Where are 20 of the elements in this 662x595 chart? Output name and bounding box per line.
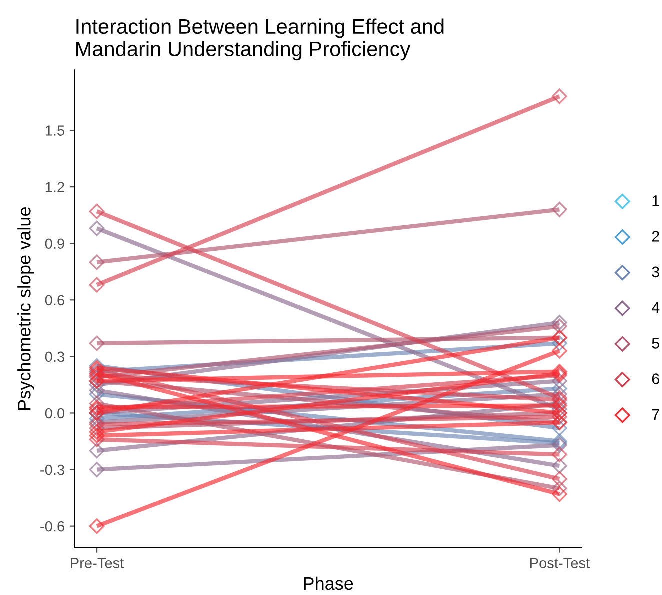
- legend-label: 2: [652, 231, 660, 242]
- y-tick-label: 1.2: [46, 182, 64, 192]
- y-tick-label: 0.3: [45, 352, 64, 362]
- y-tick-label: -0.3: [40, 464, 64, 476]
- x-tick-label: Pre-Test: [71, 558, 124, 568]
- y-tick-label: 1.5: [46, 126, 64, 136]
- legend-label: 1: [652, 196, 660, 206]
- y-tick-label: -0.6: [40, 521, 64, 532]
- y-tick-label: 0.6: [45, 295, 64, 306]
- legend-label: 4: [652, 302, 660, 314]
- x-axis-title: Phase: [304, 576, 354, 590]
- y-tick-label: 0.0: [45, 408, 65, 419]
- y-axis-title: Psychometric slope value: [18, 208, 34, 410]
- legend-label: 3: [652, 266, 660, 278]
- chart-title: Interaction Between Learning Effect and Mandarin Understanding Proficiency: [76, 18, 444, 61]
- legend-label: 7: [652, 409, 660, 420]
- y-tick-label: 0.9: [45, 238, 64, 250]
- legend-label: 5: [652, 338, 660, 349]
- legend-label: 6: [652, 374, 660, 384]
- x-tick-label: Post-Test: [530, 558, 590, 568]
